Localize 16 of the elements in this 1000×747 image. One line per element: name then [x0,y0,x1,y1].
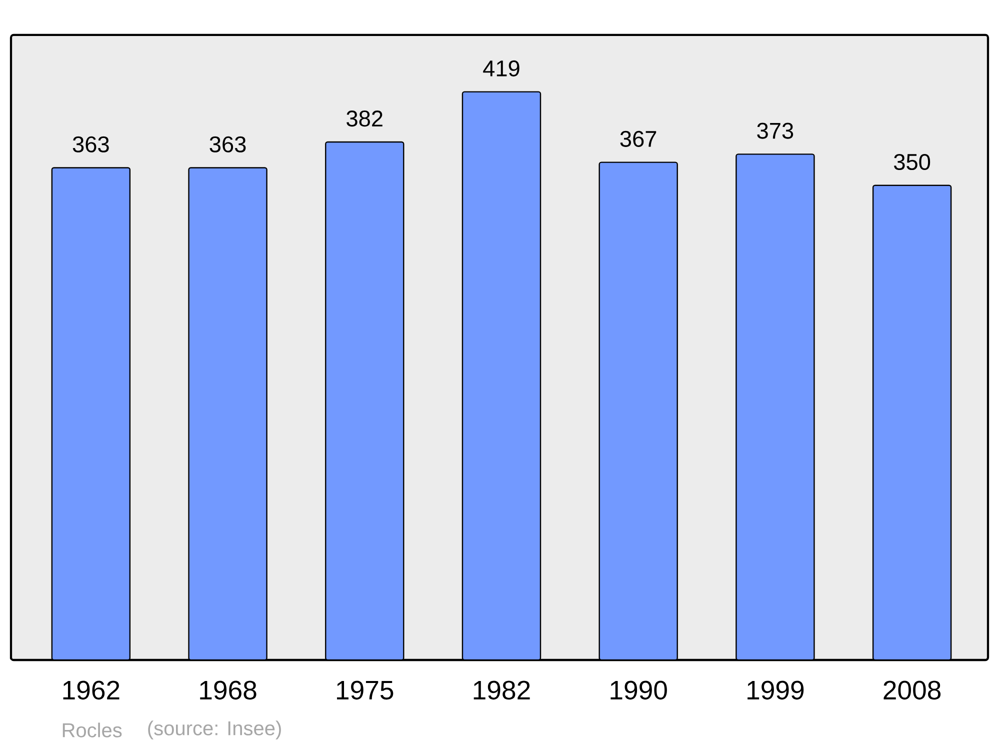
x-tick-label: 1975 [337,680,394,700]
data-label: 363 [210,136,246,152]
x-tick-label: 2008 [884,680,941,700]
x-tick-label: 1962 [63,680,120,700]
data-label: 363 [72,136,109,152]
data-label: 373 [757,122,794,139]
data-label: 367 [620,130,656,147]
text: Rocles [62,722,122,738]
data-label: 382 [346,110,382,127]
x-tick-label: 1990 [610,680,667,700]
x-tick-label: 1968 [200,680,256,700]
text: (source: Insee) [148,720,281,740]
x-tick-label: 1982 [474,680,530,700]
x-tick-label: 1999 [748,680,804,700]
data-label: 419 [483,60,520,76]
data-label: 350 [894,154,930,170]
